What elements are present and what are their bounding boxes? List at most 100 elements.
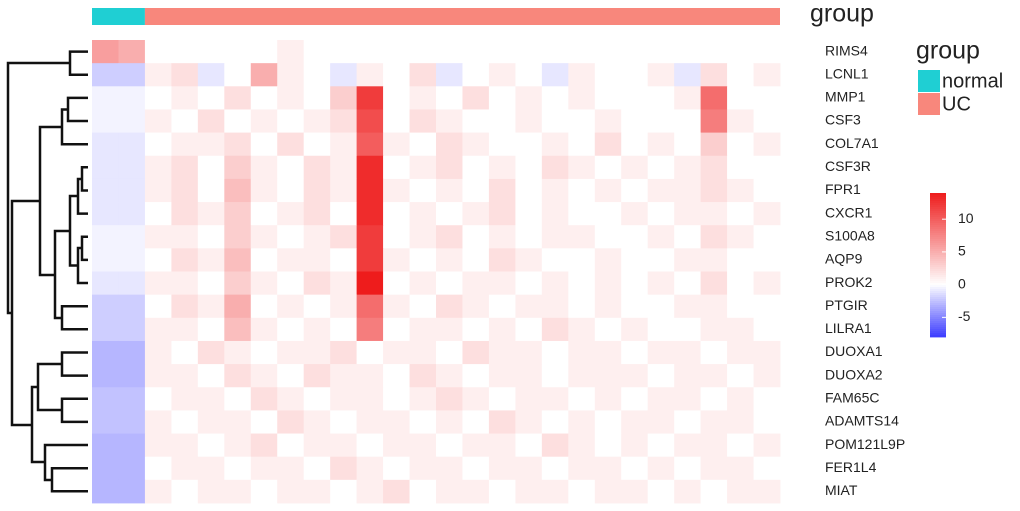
colorbar-slice — [930, 327, 946, 330]
cell — [541, 248, 569, 272]
row-label: PTGIR — [825, 297, 868, 313]
cell — [197, 479, 225, 504]
cell — [674, 109, 702, 133]
colorbar-slice — [930, 225, 946, 228]
cell — [753, 155, 781, 180]
cell — [462, 155, 490, 180]
cell — [383, 248, 410, 272]
cell — [621, 248, 649, 272]
cell — [674, 364, 702, 388]
cell — [92, 271, 119, 296]
cell — [727, 410, 754, 434]
cell — [594, 132, 622, 157]
cell — [224, 410, 252, 434]
colorbar-slice — [930, 293, 946, 296]
cell — [488, 387, 516, 411]
cell — [330, 410, 358, 434]
cell — [277, 132, 305, 157]
cell — [197, 294, 225, 319]
cell — [488, 86, 516, 110]
cell — [224, 294, 252, 319]
colorbar-slice — [930, 265, 946, 268]
cell — [541, 294, 569, 319]
cell — [568, 63, 596, 87]
colorbar-slice — [930, 227, 946, 230]
row-label: RIMS4 — [825, 42, 868, 58]
cell — [541, 155, 569, 180]
colorbar-slice — [930, 325, 946, 328]
cell — [224, 317, 252, 342]
cell — [197, 178, 225, 203]
cell — [356, 248, 384, 272]
cell — [541, 225, 569, 249]
dendrogram — [6, 50, 88, 493]
cell — [647, 294, 675, 319]
cell — [303, 248, 331, 272]
colorbar-slice — [930, 197, 946, 200]
colorbar-slice — [930, 313, 946, 316]
cell — [250, 364, 278, 388]
cell — [568, 155, 596, 180]
cell — [171, 271, 199, 296]
cell — [383, 271, 410, 296]
cell — [621, 40, 649, 64]
colorbar-slice — [930, 253, 946, 256]
cell — [647, 433, 675, 458]
legend-title: group — [916, 37, 980, 65]
cell — [356, 202, 384, 226]
colorbar-slice — [930, 207, 946, 210]
cell — [197, 132, 225, 157]
cell — [277, 248, 305, 272]
cell — [303, 86, 331, 110]
cell — [250, 155, 278, 180]
colorbar-slice — [930, 329, 946, 332]
cell — [488, 202, 516, 226]
cell — [144, 364, 172, 388]
cell — [515, 340, 543, 365]
cell — [197, 63, 225, 87]
cell — [462, 225, 490, 249]
cell — [224, 202, 252, 226]
colorbar-slice — [930, 195, 946, 198]
cell — [383, 456, 410, 481]
cell — [277, 479, 305, 504]
cell — [515, 132, 543, 157]
cell — [436, 271, 463, 296]
cell — [356, 456, 384, 481]
cell — [383, 178, 410, 203]
cell — [674, 225, 702, 249]
cell — [647, 202, 675, 226]
cell — [197, 387, 225, 411]
cell — [144, 387, 172, 411]
cell — [674, 271, 702, 296]
cell — [277, 271, 305, 296]
cell — [621, 63, 649, 87]
cell — [356, 294, 384, 319]
cell — [488, 410, 516, 434]
group-bar — [144, 8, 780, 25]
cell — [647, 109, 675, 133]
cell — [303, 317, 331, 342]
cell — [727, 109, 754, 133]
cell — [488, 225, 516, 249]
cell — [409, 225, 437, 249]
legend-label: normal — [942, 70, 1003, 92]
cell — [171, 86, 199, 110]
colorbar-slice — [930, 241, 946, 244]
cell — [700, 40, 728, 64]
cell — [647, 178, 675, 203]
cell — [144, 178, 172, 203]
cell — [541, 479, 569, 504]
cell — [197, 456, 225, 481]
row-label: CSF3 — [825, 112, 861, 128]
cell — [541, 109, 569, 133]
cell — [118, 387, 146, 411]
cell — [144, 294, 172, 319]
cell — [594, 433, 622, 458]
cell — [144, 271, 172, 296]
cell — [488, 40, 516, 64]
cell — [356, 63, 384, 87]
cell — [621, 178, 649, 203]
cell — [436, 109, 463, 133]
cell — [250, 248, 278, 272]
